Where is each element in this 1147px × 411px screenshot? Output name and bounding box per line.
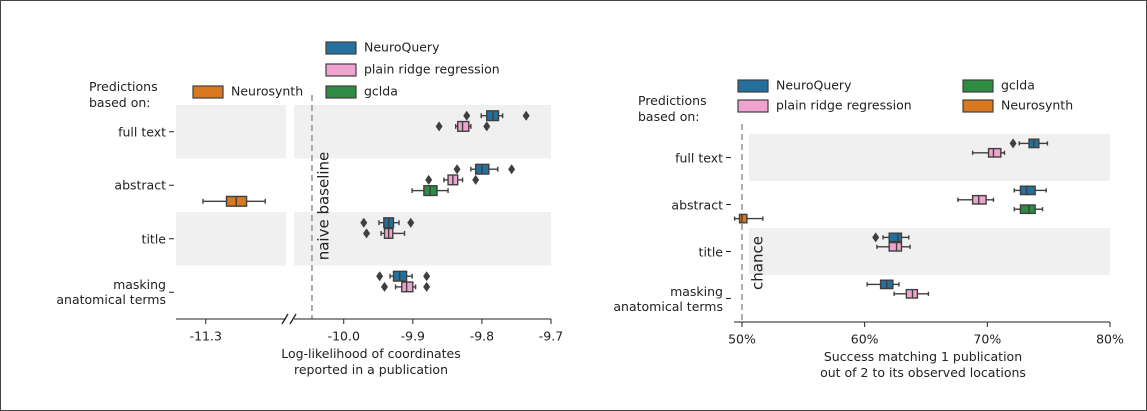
y-tick-label: masking anatomical terms (56, 277, 166, 308)
legend-label: Neurosynth (231, 84, 303, 99)
outlier (1009, 138, 1017, 149)
legend-swatch (962, 79, 994, 93)
row-band (749, 228, 1110, 275)
legend-label: NeuroQuery (364, 40, 440, 55)
outlier (435, 121, 443, 132)
x-tick-label: -10.0 (328, 329, 360, 344)
x-tick-label: 50% (728, 332, 756, 347)
outlier (407, 217, 415, 228)
axis-break (281, 313, 289, 325)
legend-title: Predictions (638, 93, 707, 108)
row-band (294, 212, 551, 266)
legend-title: based on: (89, 95, 151, 110)
outlier (376, 271, 384, 282)
box (1019, 185, 1036, 196)
y-tick-label: full text (118, 124, 166, 140)
x-tick-label: 70% (973, 332, 1001, 347)
x-tick-label: -9.7 (539, 329, 563, 344)
box (1019, 204, 1036, 215)
outlier (425, 174, 433, 185)
axis-break (289, 313, 297, 325)
row-band (749, 134, 1110, 181)
legend-swatch (192, 85, 224, 99)
reference-label: chance (749, 236, 767, 290)
legend-swatch (325, 85, 357, 99)
row-band (176, 212, 286, 266)
legend-label: gclda (364, 84, 398, 99)
y-tick-label: abstract (114, 177, 166, 193)
legend-label: plain ridge regression (364, 62, 500, 77)
x-tick-label: 80% (1096, 332, 1124, 347)
legend-swatch (325, 63, 357, 77)
legend-title: Predictions (89, 79, 158, 94)
x-axis-label: Success matching 1 publication (823, 349, 1023, 364)
row-band (176, 105, 286, 159)
legend-swatch (325, 41, 357, 55)
y-tick-label: abstract (671, 197, 723, 212)
outlier (472, 174, 480, 185)
legend-title: based on: (638, 109, 700, 124)
y-tick-label: full text (675, 150, 723, 165)
outlier (872, 232, 880, 243)
y-tick-label: title (141, 231, 166, 247)
legend-swatch (962, 99, 994, 113)
box (888, 241, 903, 252)
row-band (294, 105, 551, 159)
x-tick-label: -9.8 (470, 329, 494, 344)
outlier (423, 281, 431, 292)
legend-label: gclda (1001, 78, 1035, 93)
box (738, 213, 748, 224)
legend-swatch (737, 79, 769, 93)
box (987, 147, 1002, 158)
outlier (423, 271, 431, 282)
x-tick-label: -11.3 (190, 329, 222, 344)
x-axis-label: out of 2 to its observed locations (820, 365, 1026, 380)
x-axis-label: reported in a publication (294, 362, 448, 377)
outlier (453, 164, 461, 175)
y-tick-label: title (698, 244, 723, 259)
legend-label: Neurosynth (1001, 98, 1073, 113)
x-tick-label: 60% (851, 332, 879, 347)
x-axis-label: Log-likelihood of coordinates (281, 346, 461, 361)
outlier (522, 110, 530, 121)
legend-swatch (737, 99, 769, 113)
outlier (381, 281, 389, 292)
outlier (360, 217, 368, 228)
outlier (363, 228, 371, 239)
outlier (508, 164, 516, 175)
y-tick-label: masking anatomical terms (613, 283, 723, 314)
box (888, 232, 903, 243)
outlier (463, 110, 471, 121)
legend-label: NeuroQuery (776, 78, 852, 93)
x-tick-label: -9.9 (401, 329, 425, 344)
legend-label: plain ridge regression (776, 98, 912, 113)
reference-label: naive baseline (315, 152, 333, 261)
outlier (483, 121, 491, 132)
